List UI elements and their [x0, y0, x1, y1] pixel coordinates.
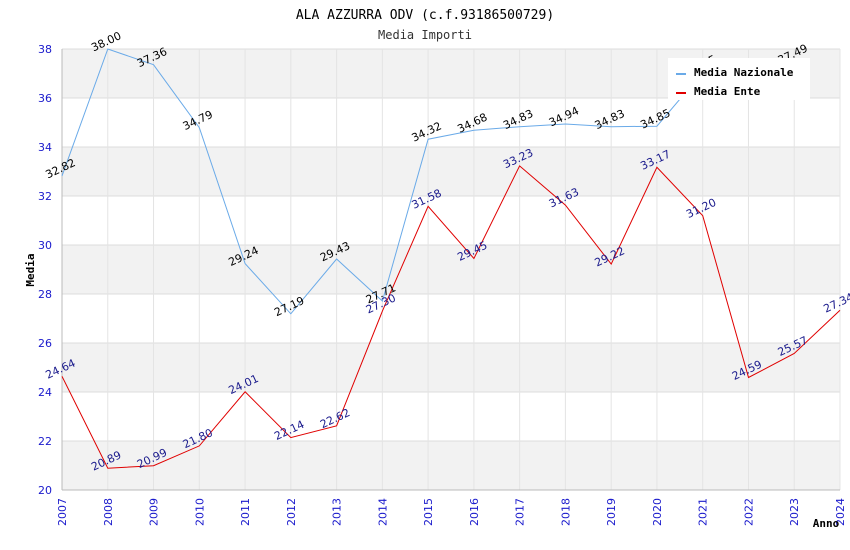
x-tick-label: 2023 [788, 498, 801, 526]
y-tick-label: 38 [38, 43, 52, 56]
y-tick-label: 30 [38, 239, 52, 252]
x-tick-label: 2012 [285, 498, 298, 526]
x-tick-label: 2008 [102, 498, 115, 526]
grid-band [62, 245, 840, 294]
x-tick-label: 2017 [514, 498, 527, 526]
x-tick-label: 2019 [605, 498, 618, 526]
series-line-media-nazionale [61, 48, 704, 315]
y-tick-label: 22 [38, 435, 52, 448]
x-axis-label: Anno [813, 517, 840, 530]
x-tick-label: 2022 [742, 498, 755, 526]
x-tick-label: 2007 [56, 498, 69, 526]
grid-band [62, 441, 840, 490]
x-tick-label: 2015 [422, 498, 435, 526]
x-tick-label: 2011 [239, 498, 252, 526]
y-axis-ticks: 20 22 24 26 28 30 32 34 36 38 [38, 43, 52, 497]
x-tick-label: 2021 [697, 498, 710, 526]
legend-box [668, 58, 810, 100]
grid-bands [61, 48, 841, 491]
y-tick-label: 24 [38, 386, 52, 399]
legend: Media Nazionale Media Ente [668, 58, 810, 100]
chart-title: ALA AZZURRA ODV (c.f.93186500729) [296, 8, 554, 23]
x-tick-label: 2010 [193, 498, 206, 526]
series-line-media-ente [61, 165, 841, 469]
x-tick-label: 2014 [376, 498, 389, 526]
y-tick-label: 34 [38, 141, 52, 154]
y-tick-label: 20 [38, 484, 52, 497]
legend-entry: Media Ente [694, 85, 761, 98]
grid-band [62, 147, 840, 196]
grid-band [62, 98, 840, 147]
y-tick-label: 26 [38, 337, 52, 350]
y-tick-label: 28 [38, 288, 52, 301]
x-tick-label: 2024 [834, 498, 847, 526]
chart-subtitle: Media Importi [378, 28, 472, 42]
x-tick-label: 2013 [331, 498, 344, 526]
grid-band [62, 294, 840, 343]
x-axis-ticks: 2007 2008 2009 2010 2011 2012 2013 2014 2015 2016… [56, 498, 847, 526]
y-tick-label: 36 [38, 92, 52, 105]
legend-entry: Media Nazionale [694, 66, 794, 79]
x-tick-label: 2020 [651, 498, 664, 526]
grid-band [62, 392, 840, 441]
grid-band [62, 196, 840, 245]
y-axis-label: Media [24, 253, 37, 286]
x-tick-label: 2009 [148, 498, 161, 526]
series-lines [61, 48, 841, 469]
x-tick-label: 2016 [468, 498, 481, 526]
grid-band [62, 343, 840, 392]
y-tick-label: 32 [38, 190, 52, 203]
x-tick-label: 2018 [559, 498, 572, 526]
